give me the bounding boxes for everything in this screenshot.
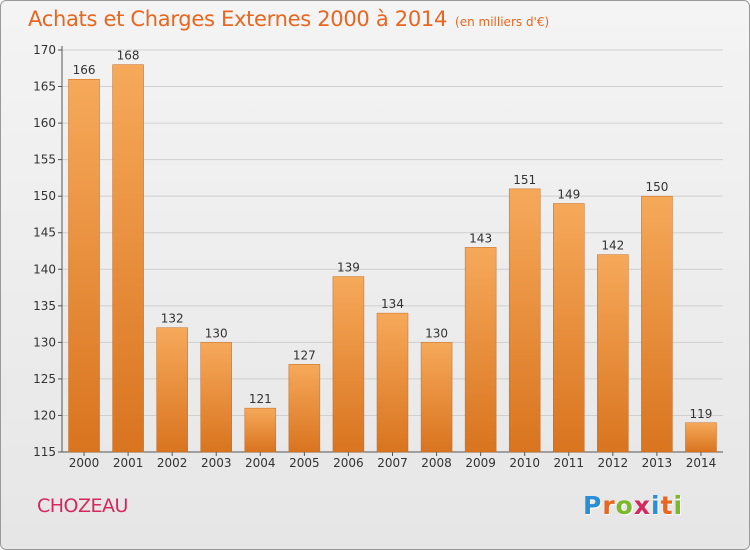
y-tick-label: 155 <box>33 153 56 167</box>
data-label: 168 <box>117 49 140 63</box>
labels: 166 168 132 130 121 127 139 134 130 143 151 149 142 1… <box>73 49 713 421</box>
chart-subtitle: (en milliers d'€) <box>455 15 550 29</box>
bars <box>68 64 717 453</box>
data-label: 121 <box>249 392 272 406</box>
data-label: 142 <box>601 239 624 253</box>
x-tick-label: 2000 <box>69 456 100 470</box>
logo-letter: r <box>602 491 616 520</box>
bar <box>332 276 365 453</box>
logo-letter: i <box>651 491 661 520</box>
bar <box>244 407 277 453</box>
bar <box>112 64 144 453</box>
bar <box>288 364 321 453</box>
data-label: 119 <box>690 407 713 421</box>
data-label: 134 <box>381 297 404 311</box>
x-tick-label: 2002 <box>157 456 188 470</box>
chart-title: Achats et Charges Externes 2000 à 2014 <box>28 7 448 31</box>
x-tick-label: 2011 <box>553 456 584 470</box>
bar <box>68 78 100 453</box>
bar <box>376 312 409 453</box>
bar <box>508 188 541 453</box>
data-label: 130 <box>425 326 448 340</box>
bar <box>420 342 453 453</box>
title-block: Achats et Charges Externes 2000 à 2014 (e… <box>28 7 549 31</box>
y-tick-label: 170 <box>33 43 56 57</box>
proxiti-logo: Proxiti <box>583 491 683 520</box>
x-tick-label: 2014 <box>686 456 717 470</box>
x-tick-label: 2012 <box>598 456 629 470</box>
y-tick-label: 125 <box>33 372 56 386</box>
bar <box>464 247 497 453</box>
logo-letter: o <box>615 491 634 520</box>
y-tick-label: 115 <box>33 445 56 459</box>
x-tick-label: 2006 <box>333 456 364 470</box>
logo-letter: i <box>673 491 684 520</box>
data-label: 143 <box>469 231 492 245</box>
logo-letter: x <box>633 491 651 520</box>
x-tick-label: 2013 <box>642 456 673 470</box>
x-tick-label: 2001 <box>113 456 144 470</box>
location-name: CHOZEAU <box>37 495 128 517</box>
y-tick-label: 165 <box>33 80 56 94</box>
y-tick-label: 145 <box>33 226 56 240</box>
x-tick-label: 2009 <box>465 456 496 470</box>
bar <box>641 195 673 453</box>
data-label: 150 <box>645 180 668 194</box>
x-tick-label: 2003 <box>201 456 232 470</box>
logo-letter: t <box>660 491 674 520</box>
bar <box>156 327 188 453</box>
data-label: 166 <box>73 63 96 77</box>
bar <box>200 342 232 453</box>
y-tick-label: 140 <box>33 262 56 276</box>
y-tick-label: 130 <box>33 335 56 349</box>
x-tick-label: 2004 <box>245 456 276 470</box>
bar <box>597 254 629 453</box>
data-label: 151 <box>513 173 536 187</box>
bar <box>685 422 717 453</box>
y-tick-label: 160 <box>33 116 56 130</box>
x-tick-label: 2005 <box>289 456 320 470</box>
data-label: 139 <box>337 261 360 275</box>
y-tick-label: 135 <box>33 299 56 313</box>
y-tick-label: 150 <box>33 189 56 203</box>
bar <box>553 203 585 453</box>
logo-letter: P <box>583 491 603 520</box>
x-tick-label: 2007 <box>377 456 408 470</box>
data-label: 149 <box>557 187 580 201</box>
data-label: 132 <box>161 312 184 326</box>
data-label: 127 <box>293 348 316 362</box>
y-tick-label: 120 <box>33 408 56 422</box>
x-tick-label: 2010 <box>509 456 540 470</box>
x-tick-label: 2008 <box>421 456 452 470</box>
data-label: 130 <box>205 326 228 340</box>
